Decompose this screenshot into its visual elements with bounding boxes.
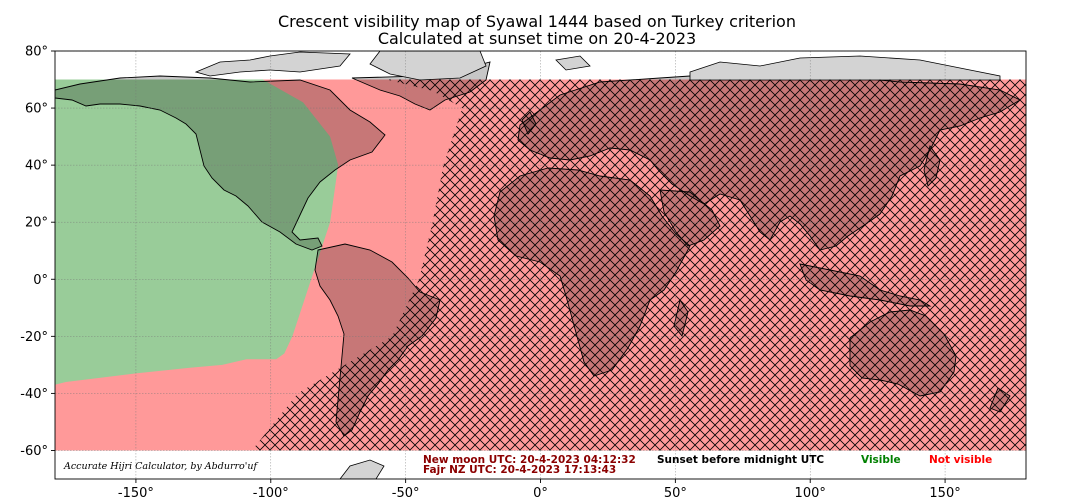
visible-region — [55, 79, 339, 385]
arctic-greenland-north — [369, 51, 487, 81]
arctic-siberia — [689, 55, 1001, 81]
chart-subtitle: Calculated at sunset time on 20-4-2023 — [377, 29, 697, 48]
new-moon-text: New moon UTC: 20-4-2023 04:12:32 — [423, 454, 636, 466]
legend-sunset-before-midnight: Sunset before midnight UTC — [657, 454, 824, 466]
y-tick-label: 0° — [33, 273, 48, 288]
credit-signature: Accurate Hijri Calculator, by Abdurro'uf — [63, 461, 258, 472]
chart-title: Crescent visibility map of Syawal 1444 b… — [278, 12, 796, 31]
y-tick-label: 20° — [25, 216, 48, 231]
landmass-north-america — [55, 75, 386, 251]
axes: -150° -100° -50° 0° 50° 100° 150° 80° 60° 40° 20° 0… — [20, 45, 960, 502]
fajr-nz-text: Fajr NZ UTC: 20-4-2023 17:13:43 — [423, 464, 616, 476]
x-tick-label: 50° — [664, 486, 687, 501]
arctic-land-gray — [194, 51, 1001, 479]
x-tick-label: 150° — [929, 486, 960, 501]
y-tick-label: 80° — [25, 45, 48, 60]
arctic-canada — [194, 51, 351, 77]
y-tick-label: 40° — [25, 159, 48, 174]
arctic-svalbard — [555, 55, 591, 71]
x-tick-label: -150° — [118, 486, 154, 501]
sunset-before-midnight-region — [251, 79, 1026, 451]
antarctica-gray — [339, 459, 385, 479]
y-tick-label: -60° — [20, 444, 48, 459]
x-tick-label: 100° — [795, 486, 826, 501]
y-tick-label: 60° — [25, 102, 48, 117]
x-tick-label: 0° — [533, 486, 548, 501]
x-tick-label: -50° — [392, 486, 420, 501]
legend-not-visible: Not visible — [929, 454, 992, 466]
legend-visible: Visible — [861, 454, 901, 466]
y-tick-label: -20° — [20, 330, 48, 345]
y-tick-label: -40° — [20, 387, 48, 402]
grid — [55, 51, 1026, 479]
x-tick-label: -100° — [253, 486, 289, 501]
